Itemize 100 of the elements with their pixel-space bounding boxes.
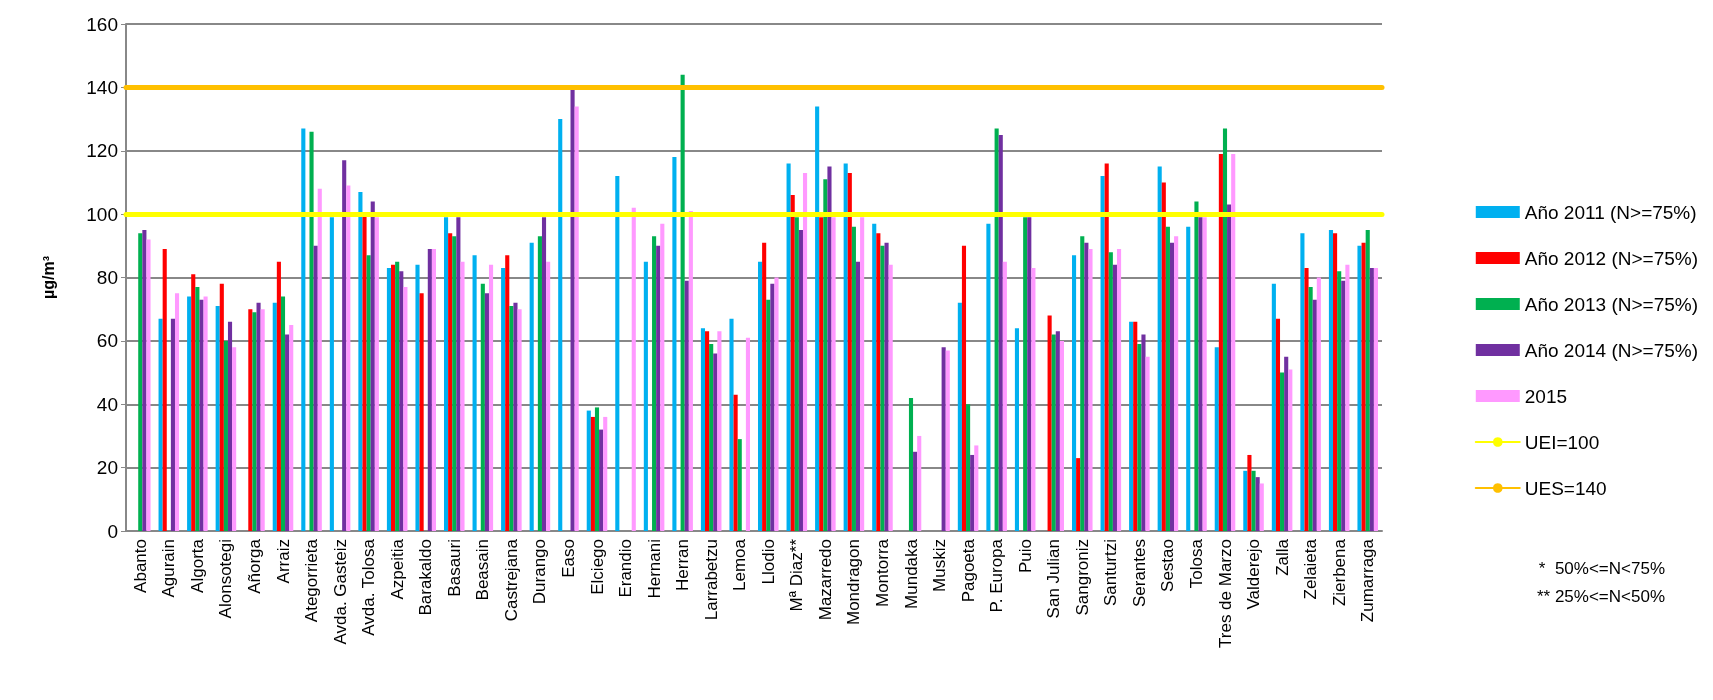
bar	[227, 321, 233, 531]
bar	[913, 451, 918, 531]
bar	[509, 306, 514, 531]
bar	[309, 131, 314, 531]
bar	[358, 191, 363, 531]
x-tick-label: Añorga	[244, 538, 264, 594]
bar	[1312, 299, 1317, 531]
x-tick-label: Mazarredo	[815, 539, 835, 621]
bar	[366, 255, 371, 531]
bar	[232, 347, 237, 531]
legend-label: UEI=100	[1524, 431, 1600, 453]
x-tick-label: Valderejo	[1244, 539, 1264, 610]
bar	[219, 283, 224, 531]
bar	[1161, 182, 1166, 531]
bar	[1251, 470, 1256, 531]
bar	[203, 296, 208, 531]
bar	[215, 306, 220, 531]
bar	[1047, 315, 1052, 531]
bar	[880, 245, 885, 531]
bar	[170, 318, 175, 531]
bar	[774, 277, 779, 531]
x-tick-label: Santurtzi	[1101, 539, 1121, 607]
bar	[1031, 267, 1036, 531]
bar	[301, 128, 306, 531]
bar	[1333, 233, 1338, 531]
bar	[680, 74, 685, 531]
bar	[1337, 271, 1342, 531]
bar	[1145, 356, 1150, 531]
x-tick-label: Tres de Marzo	[1215, 539, 1235, 648]
x-tick-label: Zumarraga	[1358, 538, 1378, 623]
bar	[1133, 321, 1138, 531]
bar	[1174, 236, 1179, 531]
bar	[146, 239, 151, 531]
x-tick-label: Pagoeta	[958, 538, 978, 603]
bar	[847, 172, 852, 531]
bar	[786, 163, 791, 531]
bar	[770, 283, 775, 531]
bar	[802, 172, 808, 531]
bar	[855, 261, 861, 531]
bar	[162, 248, 167, 531]
x-tick-label: Llodio	[758, 539, 778, 585]
bar	[745, 337, 750, 531]
bar	[374, 217, 379, 531]
bar	[199, 299, 204, 531]
bar	[1014, 328, 1020, 531]
bar	[1357, 245, 1362, 531]
bar	[684, 280, 689, 531]
legend-label: Año 2013 (N>=75%)	[1524, 293, 1699, 315]
bar	[1304, 267, 1309, 531]
bar	[1288, 369, 1293, 531]
bar	[957, 302, 962, 531]
bar	[223, 340, 228, 531]
bar	[599, 429, 604, 531]
bar	[1275, 318, 1281, 531]
x-tick-label: Larrabetzu	[701, 539, 721, 621]
bar	[851, 226, 856, 531]
y-tick-label: 20	[96, 457, 118, 479]
bar	[1104, 163, 1109, 531]
bar	[289, 325, 294, 531]
bar	[1227, 204, 1232, 531]
bar	[884, 242, 889, 531]
bar	[986, 223, 991, 531]
x-tick-label: Barakaldo	[416, 539, 436, 616]
bar	[590, 416, 595, 531]
bar	[142, 229, 147, 531]
bar	[362, 214, 367, 531]
bar	[794, 217, 799, 531]
bar	[1280, 372, 1285, 531]
x-tick-label: Erandio	[616, 539, 636, 598]
bar	[1259, 483, 1264, 531]
bar	[717, 331, 722, 531]
y-tick-label: 160	[86, 13, 118, 35]
bar	[386, 267, 392, 531]
bar	[444, 217, 449, 531]
bar	[472, 255, 477, 531]
legend-label: Año 2012 (N>=75%)	[1524, 247, 1699, 269]
bar	[1027, 217, 1032, 531]
bar	[346, 185, 351, 531]
legend-label: 2015	[1524, 385, 1568, 407]
bar	[1116, 248, 1122, 531]
bar	[391, 264, 396, 531]
bar	[513, 302, 518, 531]
bar	[860, 217, 865, 531]
y-tick-label: 140	[86, 76, 118, 98]
bar	[1059, 340, 1064, 531]
bar	[1300, 233, 1305, 531]
bar	[488, 264, 494, 531]
bar	[798, 229, 803, 531]
text: * 50%<=N<75%	[1538, 559, 1665, 578]
x-tick-label: Lemoa	[730, 538, 750, 591]
bar	[280, 296, 286, 531]
bar	[517, 309, 522, 531]
bar	[1247, 454, 1252, 531]
legend-label: Año 2014 (N>=75%)	[1524, 339, 1699, 361]
bar	[399, 271, 404, 531]
bar	[1361, 242, 1366, 531]
x-tick-label: Abanto	[130, 539, 150, 593]
bar	[529, 242, 534, 531]
x-tick-label: Mondragon	[844, 539, 864, 626]
bar	[313, 245, 318, 531]
